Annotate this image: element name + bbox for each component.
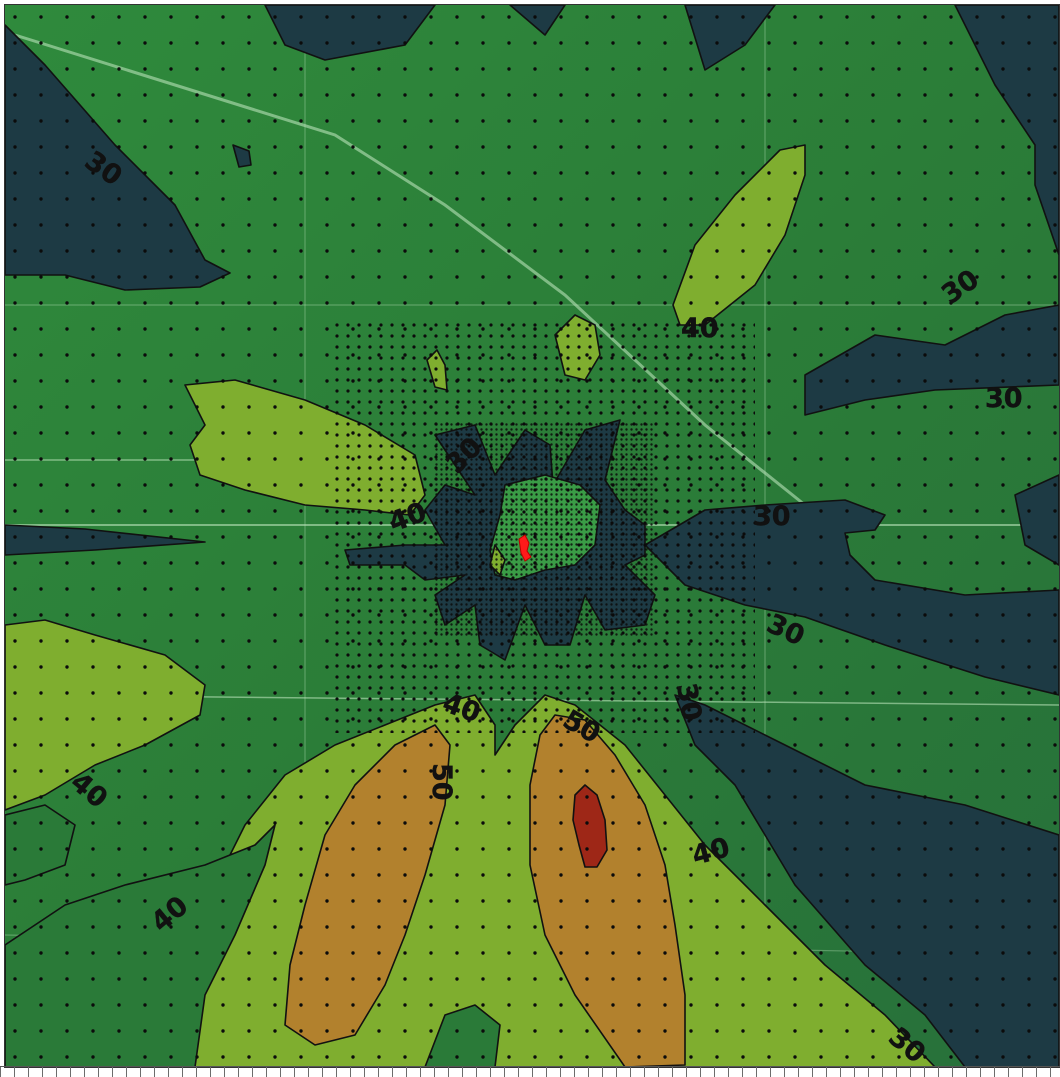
noise-source-marker [518,534,532,562]
contour-map-canvas: 30 30 30 30 30 30 30 30 40 40 40 40 40 4… [5,5,1059,1067]
receptor-grid-fine [435,423,655,638]
label-50-s: 50 [426,763,457,801]
label-40-ne: 40 [681,313,719,344]
noise-contour-map[interactable]: 30 30 30 30 30 30 30 30 40 40 40 40 40 4… [4,4,1060,1068]
label-30-e2: 30 [753,501,791,532]
label-30-sse: 30 [670,681,707,723]
label-30-e: 30 [985,383,1023,414]
map-scale-ruler [0,1066,1060,1077]
